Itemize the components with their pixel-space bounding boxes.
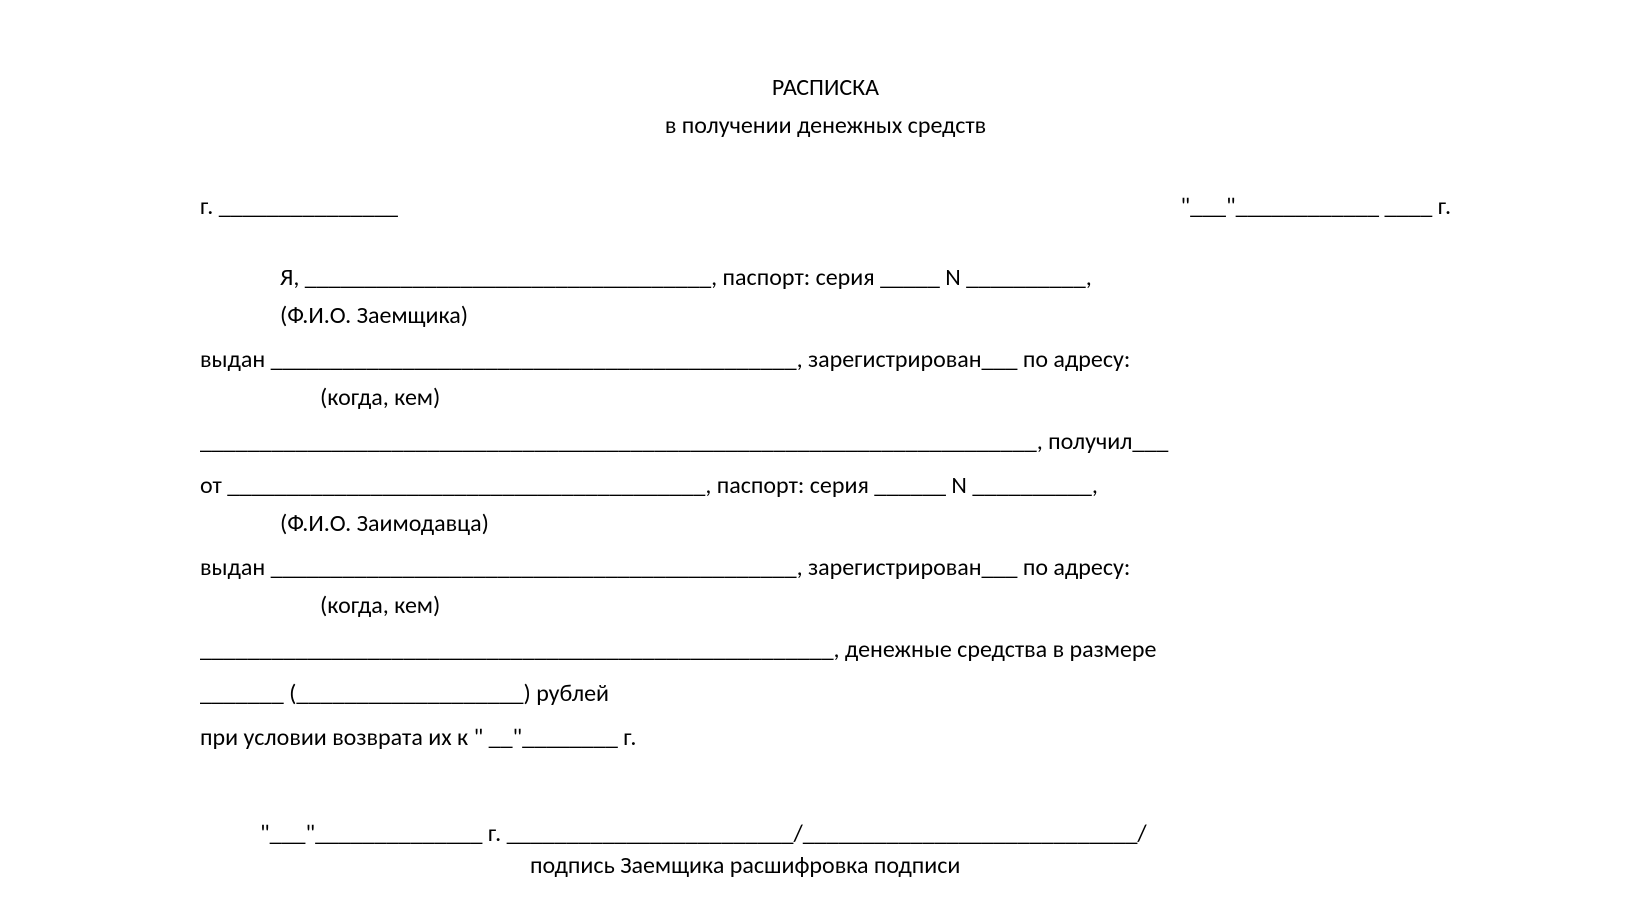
- lender-passport-hint: (когда, кем): [200, 588, 1451, 624]
- lender-passport-issued-line: выдан __________________________________…: [200, 550, 1451, 586]
- return-condition-line: при условии возврата их к " __"________ …: [200, 720, 1451, 756]
- borrower-passport-hint: (когда, кем): [200, 380, 1451, 416]
- lender-address-amount-line: ________________________________________…: [200, 632, 1451, 668]
- document-subtitle: в получении денежных средств: [200, 108, 1451, 144]
- signature-hint: подпись Заемщика расшифровка подписи: [200, 848, 1451, 884]
- city-field: г. _______________: [200, 189, 398, 225]
- signature-line: "___"______________ г. _________________…: [200, 816, 1451, 852]
- lender-name-line: от _____________________________________…: [200, 468, 1451, 504]
- lender-name-hint: (Ф.И.О. Заимодавца): [200, 506, 1451, 542]
- borrower-address-received-line: ________________________________________…: [200, 424, 1451, 460]
- city-date-row: г. _______________ "___"____________ ___…: [200, 189, 1451, 225]
- borrower-name-hint: (Ф.И.О. Заемщика): [200, 298, 1451, 334]
- document-title: РАСПИСКА: [200, 70, 1451, 106]
- amount-rubles-line: _______ (___________________) рублей: [200, 676, 1451, 712]
- borrower-passport-issued-line: выдан __________________________________…: [200, 342, 1451, 378]
- borrower-name-line: Я, __________________________________, п…: [200, 260, 1451, 296]
- date-top-field: "___"____________ ____ г.: [1181, 189, 1451, 225]
